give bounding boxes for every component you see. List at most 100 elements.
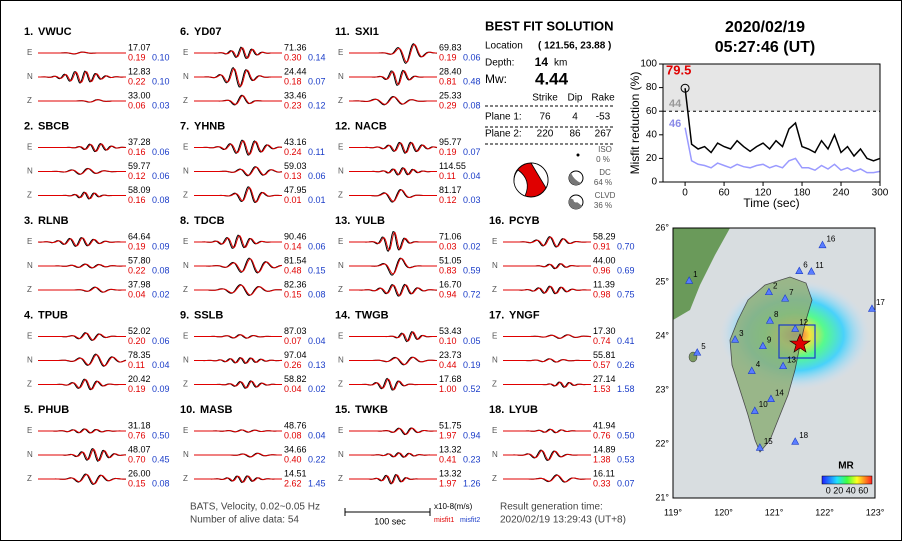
misfit2: 0.02 xyxy=(308,384,326,394)
synthetic-waveform xyxy=(194,187,282,203)
component: Z xyxy=(338,285,343,294)
synthetic-waveform xyxy=(349,452,437,458)
misfit1: 0.19 xyxy=(439,52,457,62)
generation-label: Result generation time: xyxy=(500,502,603,513)
misfit2: 0.59 xyxy=(463,265,481,275)
time: 05:27:46 (UT) xyxy=(715,39,815,56)
amplitude: 28.40 xyxy=(439,66,462,76)
amplitude: 26.00 xyxy=(128,468,151,478)
synthetic-waveform xyxy=(38,263,126,269)
lat-label: 22° xyxy=(655,438,669,448)
synthetic-waveform xyxy=(503,358,591,363)
misfit2: 0.94 xyxy=(463,430,481,440)
component: N xyxy=(338,167,344,176)
component: E xyxy=(338,426,343,435)
synthetic-waveform xyxy=(38,51,126,55)
misfit1: 0.98 xyxy=(593,289,611,299)
amplitude: 52.02 xyxy=(128,326,151,336)
beachball xyxy=(513,162,549,198)
misfit1: 1.00 xyxy=(439,384,457,394)
misfit2: 0.15 xyxy=(308,265,326,275)
synthetic-waveform xyxy=(349,231,437,251)
plane-label: Plane 2: xyxy=(485,129,522,140)
component: N xyxy=(183,450,189,459)
station-name: YHNB xyxy=(194,120,225,132)
plane-value: -53 xyxy=(596,112,611,123)
component: Z xyxy=(27,191,32,200)
misfit1: 1.97 xyxy=(439,430,457,440)
synthetic-waveform xyxy=(194,429,282,433)
misfit2: 0.75 xyxy=(617,289,635,299)
synthetic-waveform xyxy=(194,68,282,87)
station-marker xyxy=(731,335,740,343)
synthetic-waveform xyxy=(503,428,591,434)
misfit1: 0.91 xyxy=(593,241,611,251)
scale-label: 100 sec xyxy=(374,516,406,526)
misfit1: 0.16 xyxy=(128,195,146,205)
iso-icon xyxy=(576,153,580,157)
component: Z xyxy=(492,380,497,389)
station-marker xyxy=(779,361,788,370)
amplitude: 16.11 xyxy=(593,468,615,478)
generation-time: 2020/02/19 13:29:43 (UT+8) xyxy=(500,515,626,526)
station-map-label: 17 xyxy=(876,298,885,307)
amplitude: 34.66 xyxy=(284,444,307,454)
plane-value: 4 xyxy=(572,112,578,123)
misfit2: 0.06 xyxy=(308,241,326,251)
component: N xyxy=(27,356,33,365)
component: E xyxy=(338,48,343,57)
station-marker xyxy=(755,443,764,451)
misfit1: 0.74 xyxy=(593,336,611,346)
station-number: 5. xyxy=(24,404,33,416)
amplitude: 33.46 xyxy=(284,90,307,100)
misfit1: 0.24 xyxy=(284,147,302,157)
station-marker xyxy=(764,287,773,296)
location-label: Location xyxy=(485,41,523,52)
table-header: Strike xyxy=(532,93,558,104)
component-label: DC xyxy=(599,168,611,177)
station-marker xyxy=(758,341,767,350)
misfit1: 0.26 xyxy=(284,360,302,370)
y-tick-label: 100 xyxy=(640,59,657,70)
shade xyxy=(663,64,880,112)
synthetic-waveform xyxy=(38,286,126,293)
misfit2: 0.03 xyxy=(152,100,170,110)
synthetic-waveform xyxy=(38,168,126,175)
misfit2: 0.19 xyxy=(463,360,481,370)
misfit2: 0.06 xyxy=(463,52,481,62)
misfit2: 0.07 xyxy=(463,147,481,157)
amplitude: 14.51 xyxy=(284,468,307,478)
synthetic-waveform xyxy=(194,334,282,339)
misfit1: 0.12 xyxy=(128,171,146,181)
synthetic-waveform xyxy=(38,99,126,103)
map xyxy=(672,227,876,499)
misfit2: 0.05 xyxy=(463,336,481,346)
amplitude: 58.82 xyxy=(284,374,307,384)
misfit2: 0.02 xyxy=(463,241,481,251)
units: x10-8(m/s) xyxy=(434,502,473,511)
misfit2: 1.26 xyxy=(463,478,481,488)
station-name: YULB xyxy=(355,215,385,227)
station-number: 8. xyxy=(180,215,189,227)
x-tick-label: 0 xyxy=(682,188,688,199)
amplitude: 20.42 xyxy=(128,374,151,384)
solution-table: Strike Dip Rake Plane 1: 76 4 -53 Plane 2: 220 86… xyxy=(485,93,616,210)
station-name: PCYB xyxy=(509,215,540,227)
misfit2: 0.06 xyxy=(152,147,170,157)
station-number: 13. xyxy=(335,215,350,227)
component: E xyxy=(183,426,188,435)
component: N xyxy=(338,72,344,81)
y-tick-label: 60 xyxy=(646,106,658,117)
amplitude: 47.95 xyxy=(284,185,307,195)
synthetic-waveform xyxy=(503,263,591,269)
misfit-chart: 0 20 40 60 80 100 0 60 120 180 240 300 Time (sec) Mis… xyxy=(628,59,889,211)
misfit2: 1.58 xyxy=(617,384,635,394)
misfit1: 1.53 xyxy=(593,384,611,394)
misfit2: 0.04 xyxy=(463,171,481,181)
station-marker xyxy=(685,276,694,284)
amplitude: 27.14 xyxy=(593,374,616,384)
station-map-label: 16 xyxy=(826,234,835,243)
clvd-icon xyxy=(568,194,584,210)
component: N xyxy=(183,72,189,81)
